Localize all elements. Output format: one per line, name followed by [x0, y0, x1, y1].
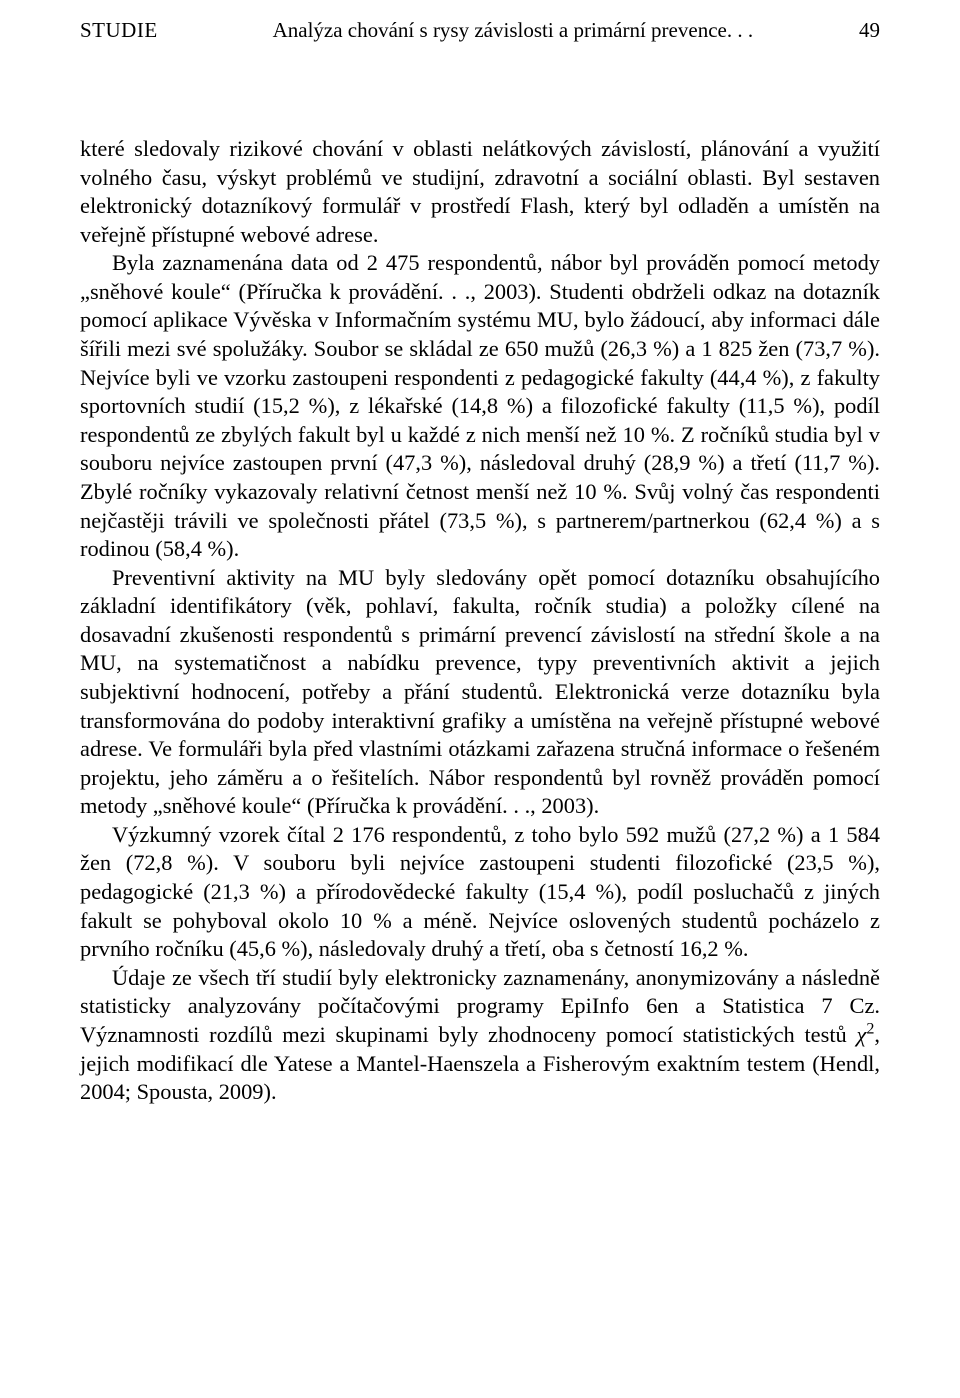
page-container: STUDIE Analýza chování s rysy závislosti…: [0, 0, 960, 1398]
paragraph-1: které sledovaly rizikové chování v oblas…: [80, 135, 880, 249]
running-title: Analýza chování s rysy závislosti a prim…: [158, 18, 844, 43]
chi-squared-symbol: χ: [856, 1022, 866, 1047]
paragraph-2: Byla zaznamenána data od 2 475 responden…: [80, 249, 880, 563]
page-number: 49: [844, 18, 880, 43]
running-header: STUDIE Analýza chování s rysy závislosti…: [80, 18, 880, 43]
section-label: STUDIE: [80, 18, 158, 43]
paragraph-5-part-a: Údaje ze všech tří studií byly elektroni…: [80, 965, 880, 1047]
paragraph-3: Preventivní aktivity na MU byly sledován…: [80, 564, 880, 821]
paragraph-4: Výzkumný vzorek čítal 2 176 respondentů,…: [80, 821, 880, 964]
paragraph-5: Údaje ze všech tří studií byly elektroni…: [80, 964, 880, 1107]
